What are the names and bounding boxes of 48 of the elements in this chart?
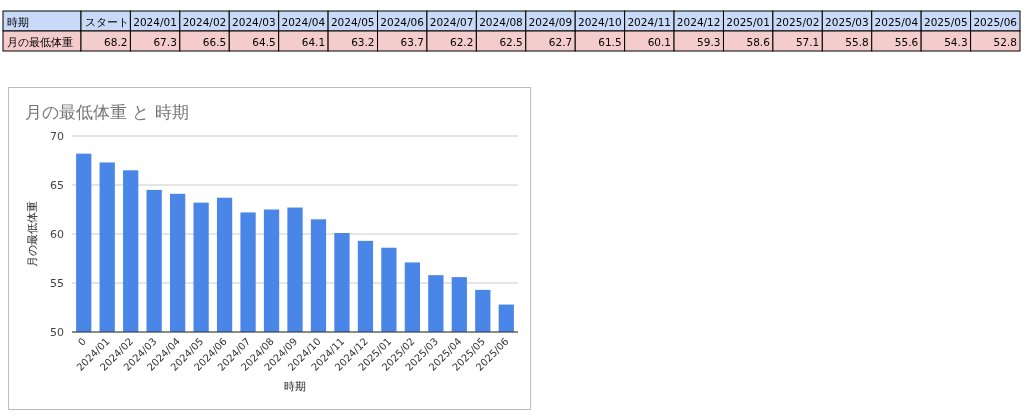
data-label: 62.5	[499, 35, 523, 48]
data-label: 58.6	[746, 35, 771, 48]
category-label: 2025/04	[874, 15, 919, 28]
data-label: 59.3	[697, 35, 721, 48]
category-label: 2024/04	[281, 15, 326, 28]
data-label: 66.5	[202, 35, 227, 48]
category-label: 2024/12	[676, 15, 721, 28]
data-label: 52.8	[993, 35, 1017, 48]
y-tick-label: 60	[50, 228, 64, 241]
category-label: 2024/09	[528, 15, 573, 28]
category-label: 2024/01	[133, 15, 177, 28]
y-tick-label: 55	[50, 277, 64, 290]
category-label: 2025/02	[775, 15, 820, 28]
data-label: 55.8	[845, 35, 869, 48]
y-axis-title: 月の最低体重	[26, 201, 39, 267]
data-label: 63.2	[351, 35, 375, 48]
category-label: 2024/10	[578, 15, 622, 28]
category-label: 2025/01	[726, 15, 770, 28]
chart-title: 月の最低体重 と 時期	[25, 102, 189, 122]
category-label: 2024/03	[232, 15, 276, 28]
data-label: 54.3	[944, 35, 968, 48]
data-label: 63.7	[400, 35, 424, 48]
text: 時期	[7, 15, 29, 28]
category-label: 2024/07	[429, 15, 474, 28]
data-label: 64.1	[301, 35, 326, 48]
data-label: 61.5	[598, 35, 622, 48]
data-label: 64.5	[252, 35, 276, 48]
data-label: 60.1	[647, 35, 672, 48]
category-label: スタート	[85, 15, 129, 28]
category-label: 2024/08	[479, 15, 523, 28]
y-tick-label: 50	[50, 326, 64, 339]
category-label: 2024/06	[380, 15, 425, 28]
data-label: 62.7	[548, 35, 573, 48]
data-label: 62.2	[449, 35, 474, 48]
category-label: 2025/06	[973, 15, 1018, 28]
category-label: 2024/05	[330, 15, 375, 28]
category-label: 2024/02	[182, 15, 227, 28]
data-label: 55.6	[894, 35, 919, 48]
data-label: 67.3	[153, 35, 177, 48]
category-label: 2024/11	[627, 15, 672, 28]
y-tick-label: 70	[50, 130, 64, 143]
data-label: 68.2	[104, 35, 128, 48]
category-label: 2025/03	[825, 15, 869, 28]
data-label: 57.1	[795, 35, 820, 48]
x-axis-title: 時期	[284, 380, 306, 393]
category-label: 2025/05	[923, 15, 968, 28]
text: 月の最低体重	[7, 35, 73, 48]
y-tick-label: 65	[50, 179, 64, 192]
